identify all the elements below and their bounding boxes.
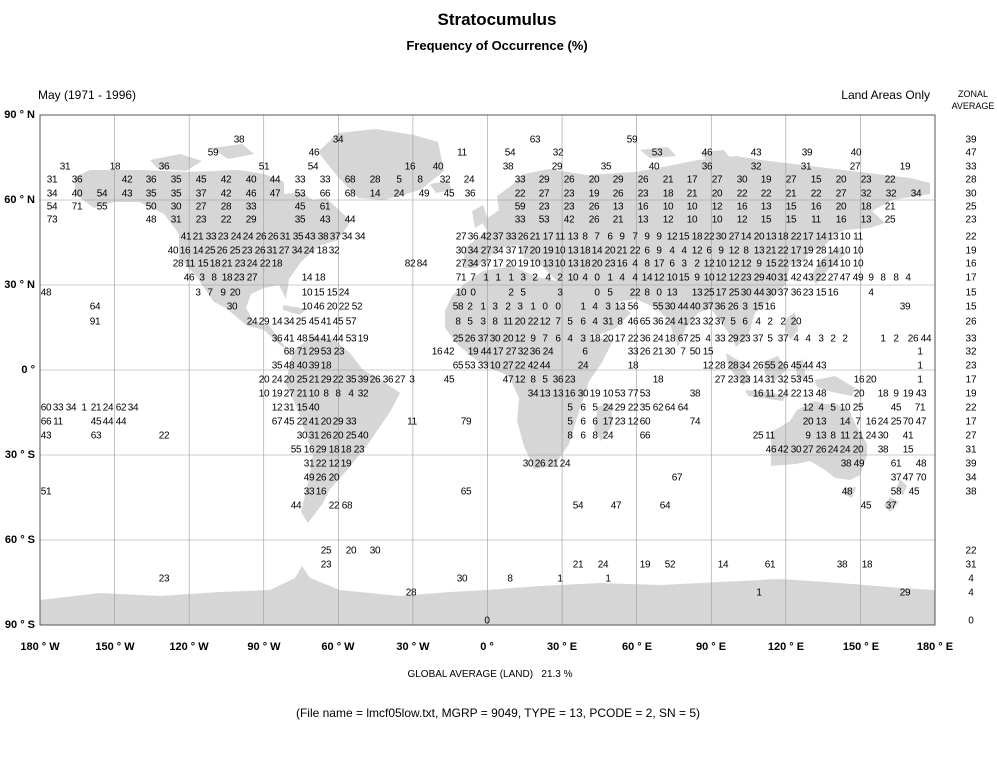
global-average-label: GLOBAL AVERAGE (LAND) 21.3 % [407, 669, 573, 680]
zonal-header-line1: ZONAL [957, 89, 989, 99]
landmass-south-america [286, 336, 400, 523]
zonal-header-line2: AVERAGE [951, 101, 995, 111]
landmass-north-america [75, 170, 351, 351]
period-label: May (1971 - 1996) [38, 88, 137, 102]
landmass-southeast-asia-islands [726, 312, 855, 401]
landmass-tasmania-newzealand [844, 479, 907, 512]
landmass-madagascar [594, 403, 613, 441]
zonal-average-header: ZONAL AVERAGE [952, 88, 995, 112]
landmass-greenland [318, 129, 444, 200]
landmass-eurasia [463, 156, 930, 347]
landmass-britain [472, 205, 488, 228]
coverage-label: Land Areas Only [841, 88, 930, 102]
landmass-japan [810, 247, 844, 284]
landmass-caribbean [283, 305, 306, 315]
plot-border [39, 114, 936, 626]
page-title: Stratocumulus [437, 10, 557, 29]
file-info-label: (File name = lmcf05low.txt, MGRP = 9049,… [295, 706, 701, 720]
landmass-australia [771, 401, 867, 480]
page-subtitle: Frequency of Occurrence (%) [406, 38, 588, 53]
landmass-iceland [430, 181, 452, 193]
